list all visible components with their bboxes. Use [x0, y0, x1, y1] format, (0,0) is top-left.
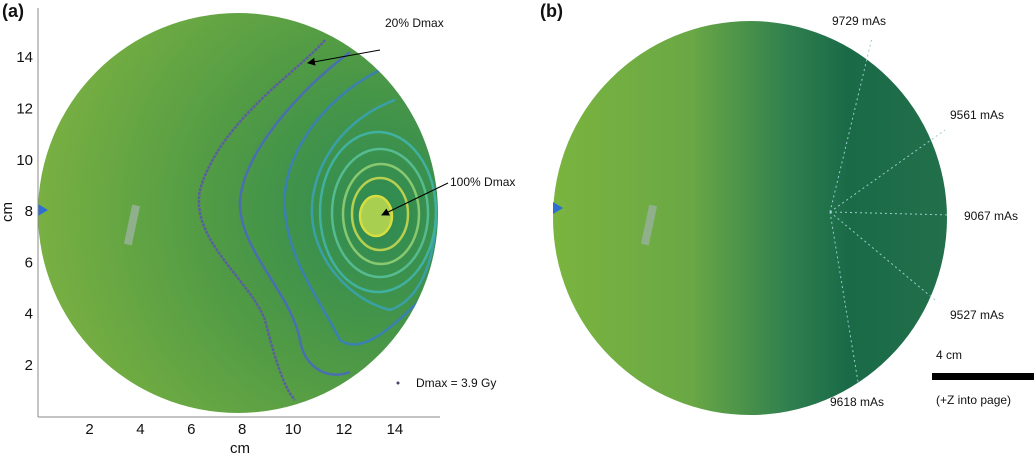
panel-a — [37, 8, 449, 418]
x-tick-label: 2 — [85, 421, 93, 438]
x-tick-label: 14 — [387, 421, 404, 438]
isodose-contours — [197, 39, 438, 401]
panel-label: (b) — [540, 1, 563, 21]
x-tick-label: 10 — [285, 421, 302, 438]
y-tick-label: 2 — [25, 357, 33, 374]
panel-b — [553, 21, 1034, 415]
x-tick-label: 6 — [187, 421, 195, 438]
phantom — [553, 21, 947, 415]
y-tick-label: 6 — [25, 254, 33, 271]
y-tick-label: 8 — [25, 203, 33, 220]
beam-label: 9729 mAs — [832, 14, 886, 28]
beam-lines — [829, 37, 951, 383]
y-tick-label: 14 — [16, 49, 33, 66]
laser-mark — [38, 204, 48, 216]
y-tick-label: 4 — [25, 306, 33, 323]
x-tick-label: 4 — [136, 421, 144, 438]
beam-label: 9067 mAs — [964, 209, 1018, 223]
legend-dot — [396, 381, 400, 385]
scale-label: 4 cm — [936, 348, 962, 362]
laser-mark — [553, 202, 563, 214]
x-tick-label: 8 — [238, 421, 246, 438]
y-tick-label: 10 — [16, 152, 33, 169]
y-tick-label: 12 — [16, 100, 33, 117]
annotation: 100% Dmax — [450, 175, 515, 189]
dose-note: Dmax = 3.9 Gy — [416, 376, 496, 390]
panel-label: (a) — [2, 1, 24, 21]
direction-note: (+Z into page) — [936, 393, 1011, 407]
phantom — [38, 13, 438, 413]
beam-label: 9527 mAs — [950, 308, 1004, 322]
scale-bar — [932, 373, 1034, 380]
beam-label: 9561 mAs — [950, 108, 1004, 122]
arrow — [381, 182, 449, 216]
marker — [640, 204, 658, 246]
beam-label: 9618 mAs — [830, 395, 884, 409]
arrow — [307, 49, 381, 66]
marker — [123, 204, 141, 246]
y-axis-label: cm — [0, 202, 16, 222]
x-tick-label: 12 — [336, 421, 353, 438]
x-axis-label: cm — [230, 440, 250, 456]
annotation: 20% Dmax — [385, 16, 444, 30]
